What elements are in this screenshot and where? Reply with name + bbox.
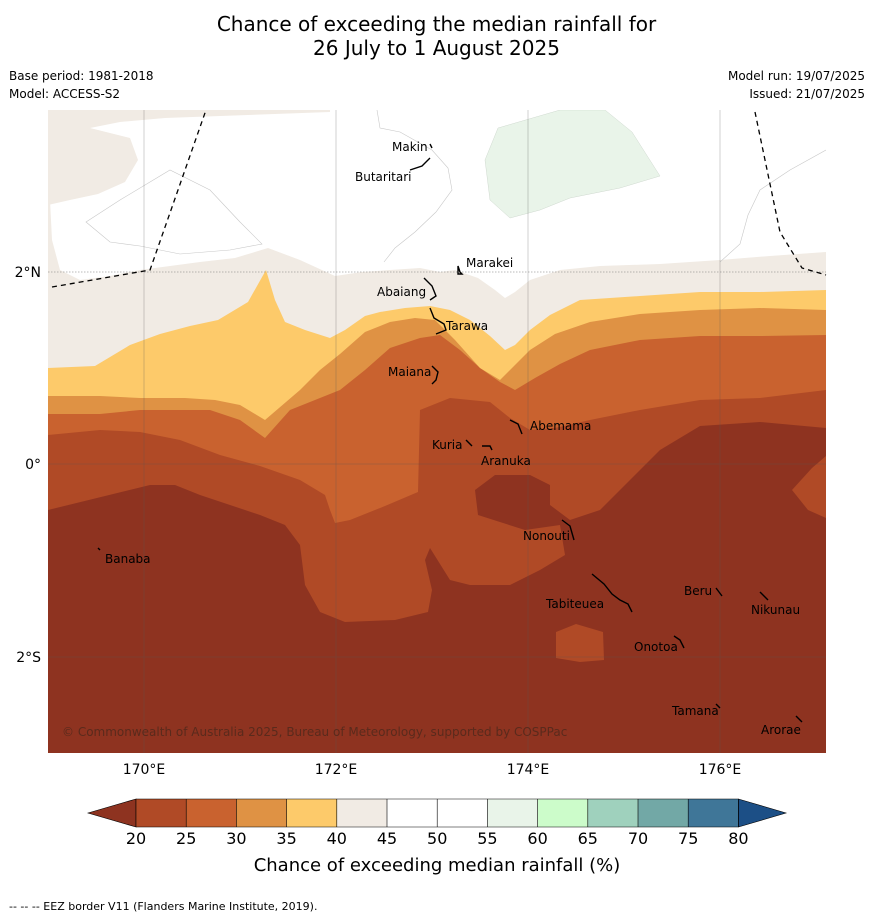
colorbar-tick: 65 [578, 829, 598, 848]
label-nikunau: Nikunau [751, 603, 800, 617]
eez-borders [51, 109, 827, 288]
island-beru [715, 587, 723, 597]
colorbar-tick: 20 [126, 829, 146, 848]
island-butaritari [409, 157, 431, 171]
label-marakei: Marakei [466, 256, 513, 270]
model-run: Model run: 19/07/2025 [727, 69, 865, 83]
colorbar-seg-75-80 [688, 799, 739, 827]
colorbar: 20 25 30 35 40 45 50 55 60 65 70 75 80 C… [86, 798, 788, 876]
label-tamana: Tamana [671, 704, 719, 718]
colorbar-arrow-low [86, 798, 137, 828]
lat-axis-labels: 2°N 0° 2°S [15, 265, 42, 666]
island-maiana [431, 365, 439, 385]
lat-label-2s: 2°S [16, 650, 41, 666]
label-banaba: Banaba [105, 552, 151, 566]
lon-label-174e: 174°E [507, 762, 550, 778]
island-kuria [465, 439, 473, 447]
colorbar-label: Chance of exceeding median rainfall (%) [254, 855, 621, 876]
label-tabiteuea: Tabiteuea [545, 597, 604, 611]
zone-55-60 [484, 110, 661, 219]
label-aranuka: Aranuka [481, 454, 531, 468]
colorbar-seg-25-30 [186, 799, 237, 827]
meta-right: Model run: 19/07/2025 Issued: 21/07/2025 [728, 68, 865, 104]
footer-note: -- -- -- EEZ border V11 (Flanders Marine… [9, 900, 318, 913]
island-nonouti [561, 519, 575, 541]
island-outlines [97, 143, 803, 723]
island-makin [429, 143, 433, 149]
zone-40-45-top [48, 110, 330, 205]
graticule [48, 110, 826, 753]
colorbar-seg-55-60 [487, 799, 538, 827]
contour-lines [85, 110, 826, 263]
label-arorae: Arorae [761, 723, 801, 737]
colorbar-seg-40-45 [336, 799, 387, 827]
island-tarawa [429, 307, 447, 335]
lon-label-170e: 170°E [123, 762, 166, 778]
base-period: Base period: 1981-2018 [9, 69, 154, 83]
colorbar-seg-20-25 [136, 799, 187, 827]
place-labels: Makin Butaritari Marakei Abaiang Tarawa … [105, 140, 801, 737]
island-banaba [97, 547, 101, 551]
island-abaiang [423, 277, 437, 301]
label-beru: Beru [684, 584, 712, 598]
colorbar-tick: 35 [276, 829, 296, 848]
island-abemama [509, 419, 523, 435]
meta-left: Base period: 1981-2018 Model: ACCESS-S2 [9, 68, 154, 104]
copyright-text: © Commonwealth of Australia 2025, Bureau… [62, 725, 567, 739]
colorbar-seg-35-40 [286, 799, 337, 827]
colorbar-tick: 40 [327, 829, 347, 848]
colorbar-seg-65-70 [587, 799, 638, 827]
label-tarawa: Tarawa [445, 319, 488, 333]
title-line-2: 26 July to 1 August 2025 [313, 36, 560, 60]
island-marakei [457, 265, 464, 275]
colorbar-tick: 45 [377, 829, 397, 848]
island-nikunau [759, 591, 769, 601]
label-abaiang: Abaiang [377, 285, 426, 299]
colorbar-tick: 25 [176, 829, 196, 848]
label-abemama: Abemama [530, 419, 591, 433]
issued-date: Issued: 21/07/2025 [749, 87, 865, 101]
lat-label-2n: 2°N [15, 265, 41, 281]
island-tamana [715, 703, 721, 709]
colorbar-tick: 30 [226, 829, 246, 848]
label-maiana: Maiana [388, 365, 431, 379]
label-butaritari: Butaritari [355, 170, 412, 184]
colorbar-seg-60-65 [537, 799, 588, 827]
colorbar-tick: 75 [678, 829, 698, 848]
model-name: Model: ACCESS-S2 [9, 87, 121, 101]
island-arorae [795, 715, 803, 723]
lon-label-176e: 176°E [699, 762, 742, 778]
colorbar-ticks: 20 25 30 35 40 45 50 55 60 65 70 75 80 [126, 829, 749, 848]
label-nonouti: Nonouti [523, 529, 570, 543]
colorbar-tick: 70 [628, 829, 648, 848]
lat-label-0: 0° [25, 457, 41, 473]
colorbar-tick: 50 [427, 829, 447, 848]
label-onotoa: Onotoa [634, 640, 678, 654]
lon-axis-labels: 170°E 172°E 174°E 176°E [123, 762, 742, 778]
island-aranuka [482, 445, 493, 451]
colorbar-seg-50-55 [437, 799, 488, 827]
title-line-1: Chance of exceeding the median rainfall … [216, 12, 657, 36]
colorbar-tick: 80 [728, 829, 748, 848]
lon-label-172e: 172°E [315, 762, 358, 778]
island-onotoa [673, 635, 685, 649]
colorbar-seg-70-75 [638, 799, 689, 827]
probability-fill [48, 110, 826, 753]
colorbar-tick: 55 [477, 829, 497, 848]
colorbar-seg-45-50 [387, 799, 438, 827]
colorbar-tick: 60 [527, 829, 547, 848]
island-tabiteuea [591, 573, 633, 613]
colorbar-seg-30-35 [236, 799, 287, 827]
zone-20-25-patch [556, 624, 604, 662]
zone-20-25-edge [792, 456, 826, 518]
map-title: Chance of exceeding the median rainfall … [0, 12, 873, 60]
label-makin: Makin [392, 140, 428, 154]
label-kuria: Kuria [432, 438, 463, 452]
colorbar-arrow-high [738, 798, 788, 828]
